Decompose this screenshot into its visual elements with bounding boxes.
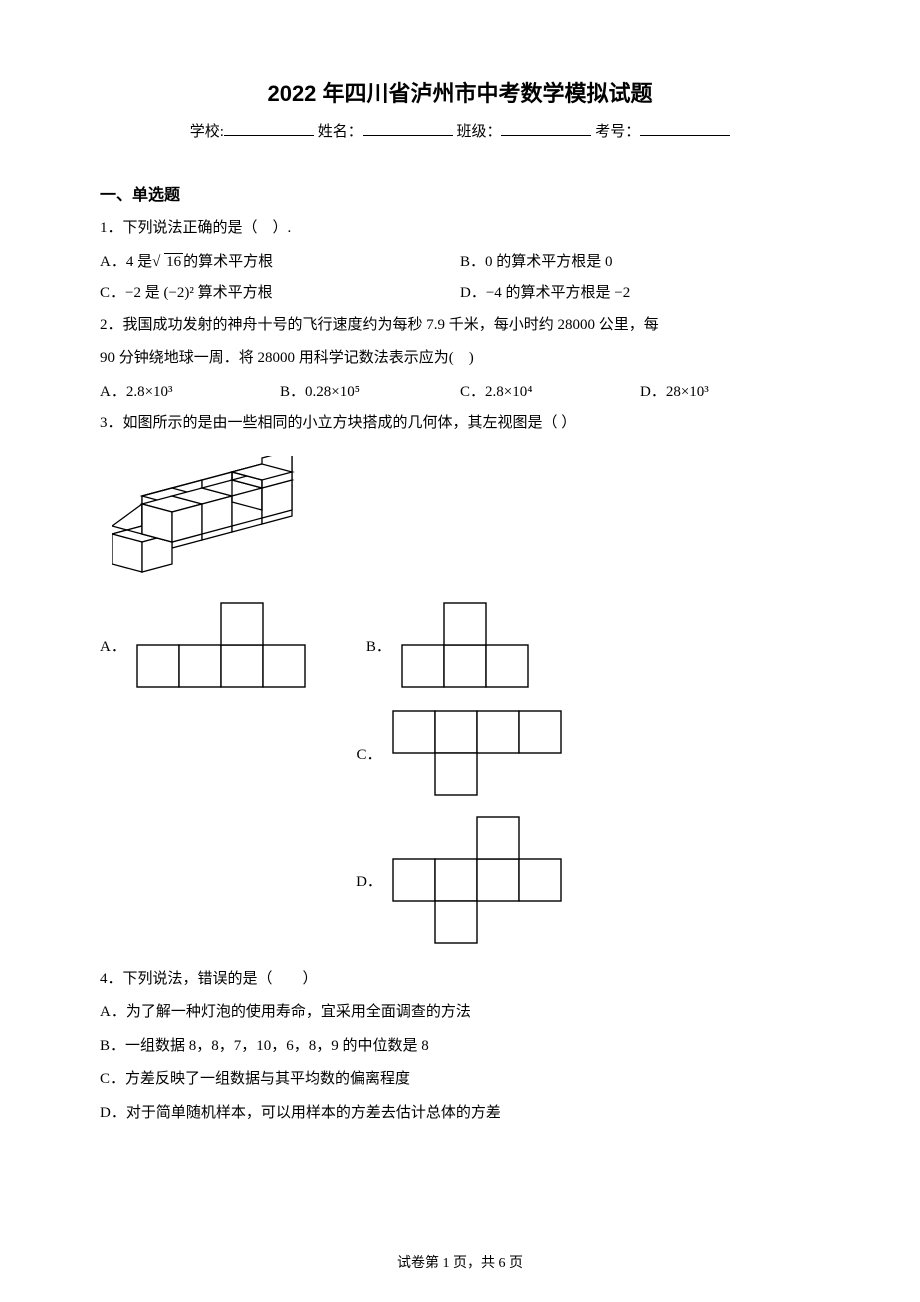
page: 2022 年四川省泸州市中考数学模拟试题 学校: 姓名： 班级： 考号： 一、单…: [0, 0, 920, 1302]
q1-stem: 1．下列说法正确的是（ ）.: [100, 213, 820, 245]
name-label: 姓名：: [318, 124, 363, 140]
q2-line1: 2．我国成功发射的神舟十号的飞行速度约为每秒 7.9 千米，每小时约 28000…: [100, 310, 820, 342]
q3-optC-label: C．: [356, 743, 381, 764]
q4-optA: A．为了解一种灯泡的使用寿命，宜采用全面调查的方法: [100, 997, 820, 1029]
q3-optC-wrap: C．: [100, 710, 820, 798]
name-blank: [363, 121, 453, 136]
examno-blank: [640, 121, 730, 136]
school-blank: [224, 121, 314, 136]
q3-solid-figure: [112, 456, 820, 576]
q2-opts: A．2.8×10³ B．0.28×10⁵ C．2.8×10⁴ D．28×10³: [100, 377, 820, 409]
q3-optB-figure: [401, 602, 531, 690]
q4-stem: 4．下列说法，错误的是（ ）: [100, 964, 820, 996]
q2-optB: B．0.28×10⁵: [280, 377, 460, 409]
q3-optD-wrap: D．: [100, 816, 820, 946]
sqrt-icon: 16: [162, 247, 183, 279]
q2-optA: A．2.8×10³: [100, 377, 280, 409]
class-label: 班级：: [456, 124, 501, 140]
q1-row2: C．−2 是 (−2)² 算术平方根 D．−4 的算术平方根是 −2: [100, 278, 820, 310]
q3-stem: 3．如图所示的是由一些相同的小立方块搭成的几何体，其左视图是（ ）: [100, 408, 820, 440]
q2-line2: 90 分钟绕地球一周．将 28000 用科学记数法表示应为( ): [100, 343, 820, 375]
page-footer: 试卷第 1 页，共 6 页: [0, 1252, 920, 1272]
q3-optD-label: D．: [356, 870, 382, 891]
q1-optA: A．4 是 16的算术平方根: [100, 247, 460, 279]
q1-A-pre: A．4 是: [100, 254, 152, 270]
q2-optD: D．28×10³: [640, 377, 820, 409]
school-label: 学校:: [190, 124, 224, 140]
q4-optB: B．一组数据 8，8，7，10，6，8，9 的中位数是 8: [100, 1031, 820, 1063]
q3-optD-figure: [392, 816, 564, 946]
q3-optC-figure: [392, 710, 564, 798]
q3-optB-wrap: B．: [366, 602, 531, 690]
class-blank: [501, 121, 591, 136]
q2-optC: C．2.8×10⁴: [460, 377, 640, 409]
q1-optD: D．−4 的算术平方根是 −2: [460, 278, 820, 310]
q3-optA-wrap: A．: [100, 602, 306, 690]
q3-optA-label: A．: [100, 635, 126, 656]
q1-optB: B．0 的算术平方根是 0: [460, 247, 820, 279]
q3-optB-label: B．: [366, 635, 391, 656]
q4-optD: D．对于简单随机样本，可以用样本的方差去估计总体的方差: [100, 1098, 820, 1130]
q1-optC: C．−2 是 (−2)² 算术平方根: [100, 278, 460, 310]
page-title: 2022 年四川省泸州市中考数学模拟试题: [100, 76, 820, 108]
q3-optA-figure: [136, 602, 306, 690]
q1-row1: A．4 是 16的算术平方根 B．0 的算术平方根是 0: [100, 247, 820, 279]
form-line: 学校: 姓名： 班级： 考号：: [100, 120, 820, 141]
q3-row-AB: A． B．: [100, 596, 820, 696]
q1-A-post: 的算术平方根: [183, 254, 273, 270]
examno-label: 考号：: [595, 124, 640, 140]
section-heading: 一、单选题: [100, 181, 820, 205]
q4-optC: C．方差反映了一组数据与其平均数的偏离程度: [100, 1064, 820, 1096]
